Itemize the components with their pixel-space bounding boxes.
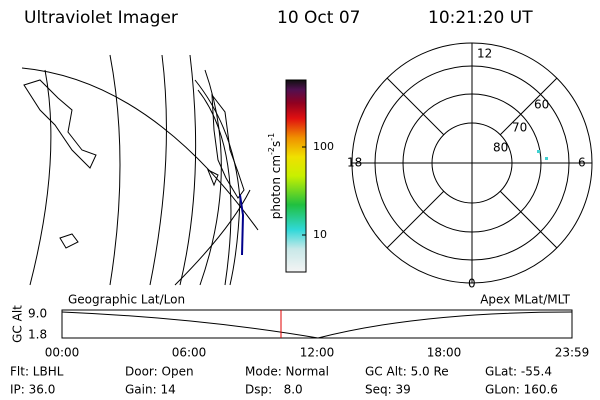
time: 10:21:20 UT bbox=[428, 8, 533, 28]
colorbar-label: photon cm-2s-1 bbox=[267, 133, 283, 220]
polar-grid bbox=[351, 42, 593, 284]
mlt-label: 0 bbox=[468, 277, 476, 291]
orbit-title: Apex MLat/MLT bbox=[480, 293, 570, 307]
emission bbox=[545, 157, 548, 160]
orbit-y-tick: 1.8 bbox=[28, 328, 47, 342]
orbit-x-tick: 12:00 bbox=[300, 346, 335, 360]
mlat-label: 70 bbox=[512, 121, 527, 135]
colorbar-tick-label: 10 bbox=[313, 228, 327, 241]
mlt-label: 18 bbox=[347, 156, 362, 170]
footer-field: Dsp: 8.0 bbox=[245, 383, 303, 397]
footer-field: GC Alt: 5.0 Re bbox=[365, 365, 449, 379]
footer-field: IP: 36.0 bbox=[10, 383, 55, 397]
map bbox=[21, 54, 259, 286]
mlt-label: 6 bbox=[578, 156, 586, 170]
footer-field: Flt: LBHL bbox=[10, 365, 64, 379]
orbit-x-tick: 23:59 bbox=[555, 346, 590, 360]
colorbar bbox=[285, 79, 307, 273]
footer-field: GLon: 160.6 bbox=[485, 383, 558, 397]
unit-mid: s bbox=[269, 141, 283, 147]
unit-base: photon cm bbox=[269, 155, 283, 219]
orbit-x-tick: 00:00 bbox=[45, 346, 80, 360]
colorbar-tick-label: 100 bbox=[313, 140, 334, 153]
footer: Flt: LBHL Door: Open Mode: Normal GC Alt: 5… bbox=[10, 365, 558, 397]
footer-field: Mode: Normal bbox=[245, 365, 329, 379]
mlt-label: 12 bbox=[477, 47, 492, 61]
footer-field: GLat: -55.4 bbox=[485, 365, 552, 379]
footer-field: Door: Open bbox=[125, 365, 194, 379]
orbit-x-tick: 18:00 bbox=[427, 346, 462, 360]
orbit-y-tick: 9.0 bbox=[28, 307, 47, 321]
mlat-label: 60 bbox=[534, 98, 549, 112]
orbit-x-tick: 06:00 bbox=[172, 346, 207, 360]
mlat-label: 80 bbox=[493, 141, 508, 155]
altitude-curve bbox=[61, 311, 573, 339]
unit-exp: -2 bbox=[267, 147, 276, 155]
title: Ultraviolet Imager bbox=[24, 8, 178, 28]
orbit-y-label: GC Alt bbox=[11, 305, 25, 343]
emission bbox=[537, 150, 540, 153]
footer-field: Seq: 39 bbox=[365, 383, 411, 397]
unit-exp: -1 bbox=[267, 133, 276, 141]
footer-field: Gain: 14 bbox=[125, 383, 176, 397]
orbit-title: Geographic Lat/Lon bbox=[68, 293, 185, 307]
date: 10 Oct 07 bbox=[277, 8, 360, 28]
